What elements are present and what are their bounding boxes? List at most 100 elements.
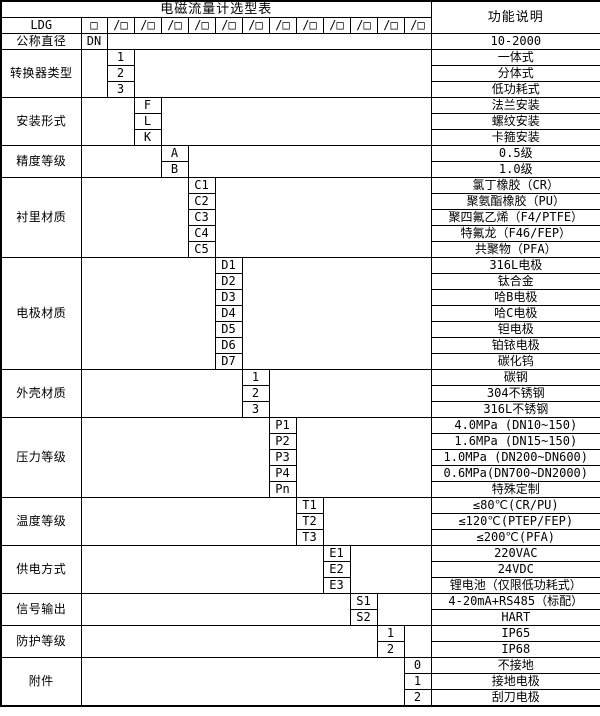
option-code: A [160,145,189,162]
section-label: 防护等级 [0,625,82,658]
section-label: 转换器类型 [0,49,82,98]
empty-region [241,257,432,370]
empty-region [376,593,432,626]
option-code: D1 [214,257,243,274]
option-row: E3 锂电池（仅限低功耗式） [1,577,600,594]
option-description: 哈C电极 [430,305,600,322]
option-code: F [133,97,162,114]
option-box: /□ [241,17,270,34]
option-code: C3 [187,209,216,226]
option-row: 衬里材质 C1 氯丁橡胶（CR） [0,177,600,258]
empty-region [160,97,432,146]
model-prefix: LDG [0,17,82,34]
empty-region [80,625,378,658]
option-row: P2 1.6MPa (DN15~150) [1,433,600,450]
option-description: 氯丁橡胶（CR） [430,177,600,194]
model-base-box: □ [80,17,108,34]
option-row: P4 0.6MPa(DN700~DN2000) [1,465,600,482]
empty-region [80,593,351,626]
option-row: D6 铂铱电极 [1,337,600,354]
option-description: 0.6MPa(DN700~DN2000) [430,465,600,482]
option-description: ≤200℃(PFA) [430,529,600,546]
option-row: 附件 0 不接地 [0,657,600,707]
option-row: 2 刮刀电极 [1,689,600,707]
option-description: 316L不锈钢 [430,401,600,418]
option-code: 1 [106,49,135,66]
option-description: HART [430,609,600,626]
empty-region [80,497,297,546]
option-code: D7 [214,353,243,370]
option-row: C4 特氟龙（F46/FEP） [1,225,600,242]
option-box: /□ [349,17,378,34]
option-row: 供电方式 E1 220VAC [0,545,600,594]
table-title: 电磁流量计选型表 [0,0,432,18]
empty-region [322,497,432,546]
option-description: 共聚物（PFA） [430,241,600,258]
section-label: 信号输出 [0,593,82,626]
option-code: 0 [403,657,432,674]
option-description: 4-20mA+RS485（标配） [430,593,600,610]
empty-region [80,177,189,258]
empty-region [214,177,432,258]
option-row: D7 碳化钨 [1,353,600,370]
option-code: 2 [376,641,405,658]
option-description: 聚氨酯橡胶（PU） [430,193,600,210]
option-row: 外壳材质 1 碳钢 [0,369,600,418]
option-code: C5 [187,241,216,258]
option-description: 法兰安装 [430,97,600,114]
option-description: 碳化钨 [430,353,600,370]
option-code: 1 [241,369,270,386]
option-code: E2 [322,561,351,578]
option-row: 3 316L不锈钢 [1,401,600,418]
empty-region [349,545,432,594]
option-description: 螺纹安装 [430,113,600,130]
option-description: 4.0MPa (DN10~150) [430,417,600,434]
option-code: 1 [403,673,432,690]
option-code: P2 [268,433,297,450]
option-code: 2 [241,385,270,402]
section-label: 衬里材质 [0,177,82,258]
option-code: E3 [322,577,351,594]
option-description: 不接地 [430,657,600,674]
option-description: 哈B电极 [430,289,600,306]
option-code: D4 [214,305,243,322]
option-description: 刮刀电极 [430,689,600,707]
option-row: 3 低功耗式 [1,81,600,98]
option-code: T2 [295,513,324,530]
option-row: T3 ≤200℃(PFA) [1,529,600,546]
option-code: D2 [214,273,243,290]
option-code: 2 [403,689,432,707]
option-description: 分体式 [430,65,600,82]
section-label: 安装形式 [0,97,82,146]
option-row: 精度等级 A 0.5级 [0,145,600,178]
option-code: K [133,129,162,146]
option-description: 碳钢 [430,369,600,386]
function-column-header: 功能说明 [430,0,600,34]
option-description: 220VAC [430,545,600,562]
option-row: 防护等级 1 IP65 [0,625,600,658]
empty-region [80,145,162,178]
option-description: 特氟龙（F46/FEP） [430,225,600,242]
section-label: 精度等级 [0,145,82,178]
option-row: 安装形式 F 法兰安装 [0,97,600,146]
option-code: 2 [106,65,135,82]
option-description: 特殊定制 [430,481,600,498]
option-box: /□ [106,17,135,34]
option-row: 电极材质 D1 316L电极 [0,257,600,370]
option-code: P1 [268,417,297,434]
option-row: B 1.0级 [1,161,600,178]
option-description: 1.0MPa (DN200~DN600) [430,449,600,466]
option-description: 卡箍安装 [430,129,600,146]
option-code: C1 [187,177,216,194]
option-code: 1 [376,625,405,642]
option-description: 1.0级 [430,161,600,178]
empty-region [80,369,243,418]
option-description: 钽电极 [430,321,600,338]
diameter-code: DN [80,33,108,50]
option-box: /□ [322,17,351,34]
section-label: 温度等级 [0,497,82,546]
option-row: P3 1.0MPa (DN200~DN600) [1,449,600,466]
option-row: 温度等级 T1 ≤80℃(CR/PU) [0,497,600,546]
empty-region [80,657,405,707]
